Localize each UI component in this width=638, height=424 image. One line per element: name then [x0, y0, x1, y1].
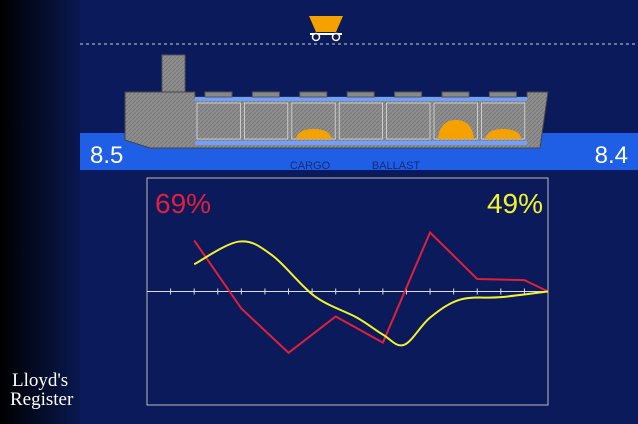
hatch-cover: [394, 91, 423, 98]
draft-fwd: 8.4: [595, 142, 628, 169]
logo: Lloyd's: [12, 370, 68, 391]
hatch-cover: [204, 91, 233, 98]
cart-icon: [309, 16, 343, 42]
ballast: [485, 129, 522, 139]
hatch-cover: [251, 91, 280, 98]
series-line: [193, 230, 549, 355]
logo: Register: [10, 389, 74, 410]
legend-ballast: BALLAST: [372, 160, 421, 172]
side-strip: [0, 0, 80, 424]
hold: [196, 102, 241, 140]
draft-aft: 8.5: [90, 142, 123, 169]
hatch-cover: [299, 91, 328, 98]
hatch-cover: [346, 91, 375, 98]
hatch-cover: [488, 91, 517, 98]
hold: [243, 102, 289, 140]
legend-cargo: CARGO: [290, 160, 331, 172]
series-line: [193, 240, 549, 347]
series-label: 69%: [155, 188, 211, 219]
series-label: 49%: [487, 188, 543, 219]
ship: [124, 54, 549, 149]
hold: [338, 102, 384, 140]
hold: [386, 102, 431, 140]
ballast: [438, 120, 474, 139]
hatch-cover: [441, 91, 470, 98]
ballast: [295, 129, 332, 139]
